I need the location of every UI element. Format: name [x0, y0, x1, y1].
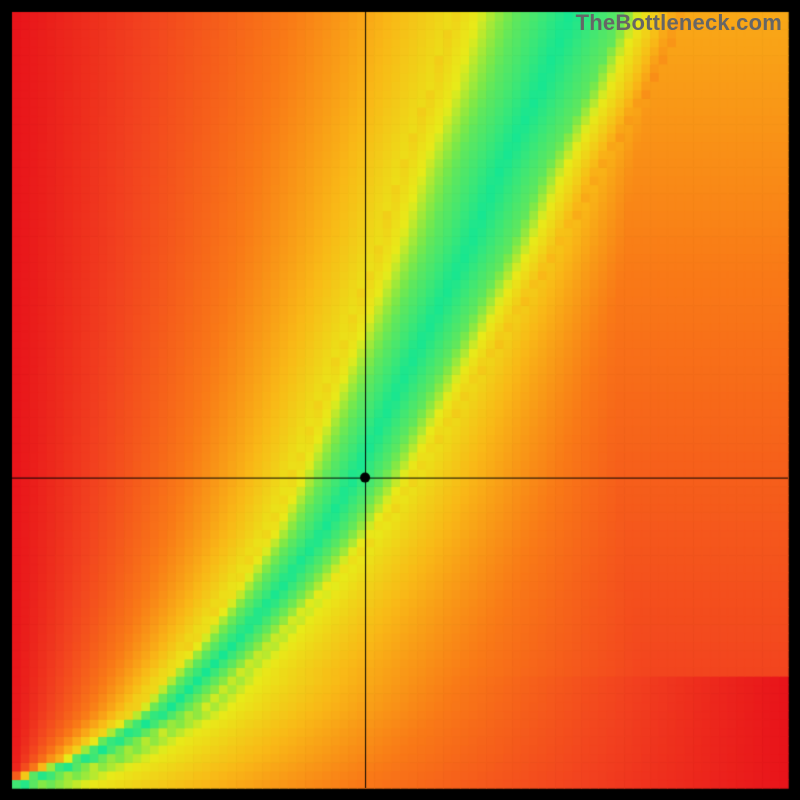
watermark-text: TheBottleneck.com [576, 10, 782, 36]
bottleneck-heatmap [0, 0, 800, 800]
